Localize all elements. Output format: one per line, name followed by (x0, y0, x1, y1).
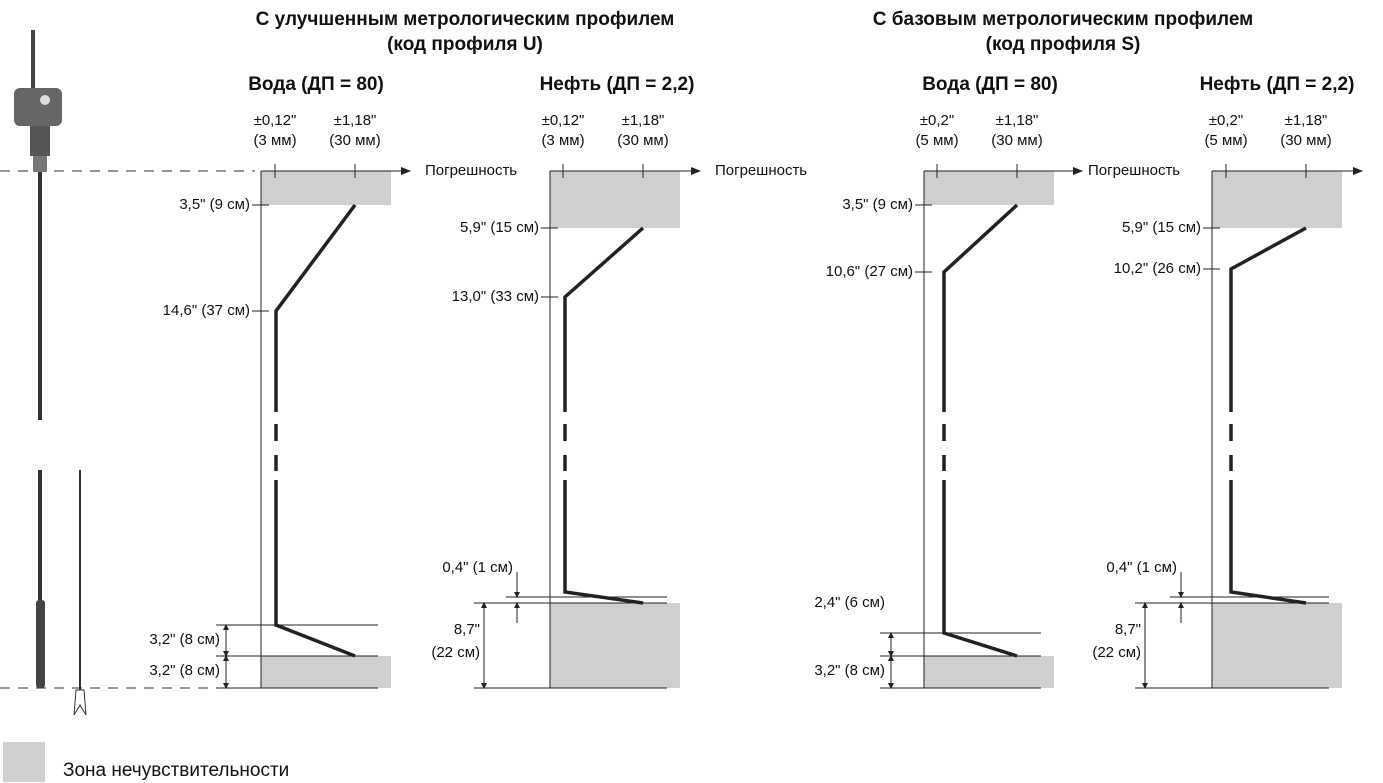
dead-zone (261, 171, 391, 205)
axis-label: Погрешность (715, 162, 807, 179)
dead-zone (1212, 171, 1342, 228)
dimension-label: 10,2" (26 см) (1114, 260, 1201, 277)
dimension-label: 0,4" (1 см) (442, 559, 513, 576)
dimension-label: 14,6" (37 см) (163, 302, 250, 319)
error-curve (274, 203, 357, 658)
dead-zone (924, 171, 1054, 205)
panel-title: Вода (ДП = 80) (248, 74, 384, 95)
tick-label: ±0,12" (542, 112, 585, 129)
transmitter (14, 30, 87, 716)
dimension-label: (22 см) (1092, 644, 1141, 661)
dimension-label: 3,2" (8 см) (149, 631, 220, 648)
tick-label: ±0,2" (1209, 112, 1243, 129)
dimension-label: 3,5" (9 см) (179, 196, 250, 213)
error-curve (1229, 226, 1307, 605)
dimension-label: 8,7" (454, 621, 480, 638)
dead-zone (1212, 603, 1342, 688)
dimension-label: (22 см) (431, 644, 480, 661)
tick-label: ±1,18" (996, 112, 1039, 129)
dimension-label: 10,6" (27 см) (826, 263, 913, 280)
legend-label: Зона нечувствительности (63, 760, 289, 781)
group-title: (код профиля U) (387, 34, 543, 55)
axis-label: Погрешность (425, 162, 517, 179)
dimension-label: 0,4" (1 см) (1106, 559, 1177, 576)
dead-zone (550, 603, 680, 688)
dimension-label: 5,9" (15 см) (1122, 219, 1201, 236)
dead-zone (924, 656, 1054, 688)
tick-label: (30 мм) (1280, 132, 1331, 149)
tick-label: ±1,18" (1285, 112, 1328, 129)
tick-label: ±0,2" (920, 112, 954, 129)
tick-label: ±0,12" (254, 112, 297, 129)
break (938, 412, 950, 480)
dimension-label: 5,9" (15 см) (460, 219, 539, 236)
dimension-label: 3,2" (8 см) (149, 662, 220, 679)
group-title: С улучшенным метрологическим профилем (256, 9, 675, 30)
tick-label: (30 мм) (329, 132, 380, 149)
dimension-label: 13,0" (33 см) (452, 288, 539, 305)
panel-title: Вода (ДП = 80) (922, 74, 1058, 95)
group-title: (код профиля S) (986, 34, 1141, 55)
group-title: С базовым метрологическим профилем (873, 9, 1253, 30)
break (1225, 412, 1237, 480)
break (559, 412, 571, 480)
dimension-label: 3,5" (9 см) (842, 196, 913, 213)
panel-title: Нефть (ДП = 2,2) (1200, 74, 1355, 95)
dead-zone (261, 656, 391, 688)
tick-label: ±1,18" (334, 112, 377, 129)
break (270, 412, 282, 480)
panel-title: Нефть (ДП = 2,2) (540, 74, 695, 95)
tick-label: (5 мм) (1204, 132, 1247, 149)
tick-label: ±1,18" (622, 112, 665, 129)
tick-label: (30 мм) (617, 132, 668, 149)
dimension-label: 8,7" (1115, 621, 1141, 638)
dead-zone (550, 171, 680, 228)
error-curve (563, 226, 645, 605)
tick-label: (3 мм) (541, 132, 584, 149)
axis-label: Погрешность (1088, 162, 1180, 179)
legend-swatch (3, 742, 45, 782)
tick-label: (5 мм) (915, 132, 958, 149)
tick-label: (3 мм) (253, 132, 296, 149)
dimension-label: 3,2" (8 см) (814, 662, 885, 679)
error-curve (942, 203, 1019, 658)
dimension-label: 2,4" (6 см) (814, 594, 885, 611)
tick-label: (30 мм) (991, 132, 1042, 149)
